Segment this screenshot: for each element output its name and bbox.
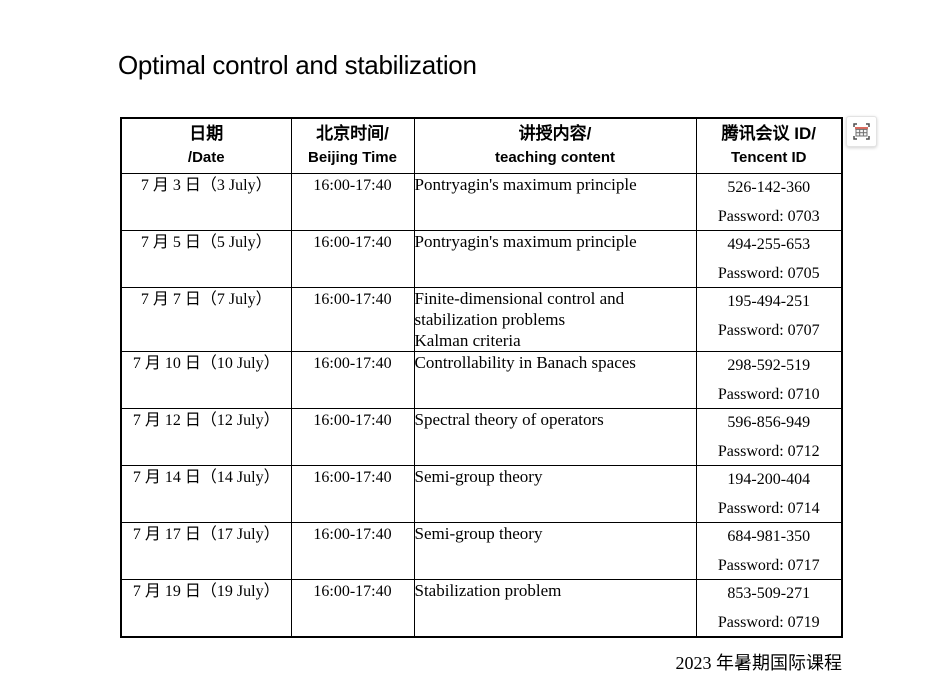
tencent-id-cell: 596-856-949 Password: 0712 bbox=[695, 407, 843, 466]
table-row: 7 月 19 日（19 July） 16:00-17:40 Stabilizat… bbox=[120, 578, 843, 637]
table-select-button[interactable] bbox=[846, 116, 877, 147]
page-title: Optimal control and stabilization bbox=[118, 50, 477, 80]
date-cell: 7 月 17 日（17 July） bbox=[120, 521, 292, 580]
schedule-table[interactable]: 日期 /Date 北京时间/ Beijing Time 讲授内容/ teachi… bbox=[120, 117, 843, 638]
content-cell: Pontryagin's maximum principle bbox=[413, 172, 697, 231]
table-row: 7 月 5 日（5 July） 16:00-17:40 Pontryagin's… bbox=[120, 229, 843, 288]
tencent-id-cell: 194-200-404 Password: 0714 bbox=[695, 464, 843, 523]
table-row: 7 月 17 日（17 July） 16:00-17:40 Semi-group… bbox=[120, 521, 843, 580]
tencent-id-cell: 494-255-653 Password: 0705 bbox=[695, 229, 843, 288]
table-select-icon bbox=[853, 123, 870, 140]
date-cell: 7 月 7 日（7 July） bbox=[120, 286, 292, 352]
col-header-content: 讲授内容/ teaching content bbox=[413, 117, 697, 174]
time-cell: 16:00-17:40 bbox=[290, 578, 415, 637]
meeting-password: Password: 0712 bbox=[717, 442, 820, 460]
meeting-id: 494-255-653 bbox=[727, 235, 811, 253]
col-header-tencent-id-en: Tencent ID bbox=[730, 149, 807, 167]
table-row: 7 月 3 日（3 July） 16:00-17:40 Pontryagin's… bbox=[120, 172, 843, 231]
content-cell: Pontryagin's maximum principle bbox=[413, 229, 697, 288]
meeting-id: 526-142-360 bbox=[727, 178, 811, 196]
meeting-id: 684-981-350 bbox=[727, 527, 811, 545]
time-cell: 16:00-17:40 bbox=[290, 350, 415, 409]
meeting-password: Password: 0717 bbox=[717, 556, 820, 574]
meeting-id: 853-509-271 bbox=[727, 584, 811, 602]
content-cell: Finite-dimensional control and stabiliza… bbox=[413, 286, 697, 352]
meeting-password: Password: 0705 bbox=[717, 264, 820, 282]
table-row: 7 月 12 日（12 July） 16:00-17:40 Spectral t… bbox=[120, 407, 843, 466]
time-cell: 16:00-17:40 bbox=[290, 521, 415, 580]
time-cell: 16:00-17:40 bbox=[290, 286, 415, 352]
tencent-id-cell: 298-592-519 Password: 0710 bbox=[695, 350, 843, 409]
content-cell: Stabilization problem bbox=[413, 578, 697, 637]
meeting-id: 194-200-404 bbox=[727, 470, 811, 488]
meeting-password: Password: 0710 bbox=[717, 385, 820, 403]
date-cell: 7 月 3 日（3 July） bbox=[120, 172, 292, 231]
tencent-id-cell: 195-494-251 Password: 0707 bbox=[695, 286, 843, 352]
time-cell: 16:00-17:40 bbox=[290, 229, 415, 288]
header-row: 日期 /Date 北京时间/ Beijing Time 讲授内容/ teachi… bbox=[120, 117, 843, 174]
meeting-id: 195-494-251 bbox=[727, 292, 811, 310]
col-header-time-zh: 北京时间/ bbox=[316, 124, 389, 144]
col-header-date-zh: 日期 bbox=[189, 124, 224, 144]
col-header-content-en: teaching content bbox=[494, 149, 615, 167]
date-cell: 7 月 14 日（14 July） bbox=[120, 464, 292, 523]
tencent-id-cell: 684-981-350 Password: 0717 bbox=[695, 521, 843, 580]
col-header-tencent-id-zh: 腾讯会议 ID/ bbox=[721, 124, 816, 144]
meeting-password: Password: 0703 bbox=[717, 207, 820, 225]
table-row: 7 月 7 日（7 July） 16:00-17:40 Finite-dimen… bbox=[120, 286, 843, 352]
col-header-content-zh: 讲授内容/ bbox=[518, 124, 592, 144]
meeting-password: Password: 0714 bbox=[717, 499, 820, 517]
meeting-id: 596-856-949 bbox=[727, 413, 811, 431]
col-header-tencent-id: 腾讯会议 ID/ Tencent ID bbox=[695, 117, 843, 174]
content-cell: Controllability in Banach spaces bbox=[413, 350, 697, 409]
col-header-date: 日期 /Date bbox=[120, 117, 292, 174]
content-cell: Semi-group theory bbox=[413, 464, 697, 523]
col-header-date-en: /Date bbox=[187, 149, 225, 167]
col-header-time: 北京时间/ Beijing Time bbox=[290, 117, 415, 174]
content-cell: Semi-group theory bbox=[413, 521, 697, 580]
time-cell: 16:00-17:40 bbox=[290, 407, 415, 466]
meeting-id: 298-592-519 bbox=[727, 356, 811, 374]
tencent-id-cell: 853-509-271 Password: 0719 bbox=[695, 578, 843, 637]
table-row: 7 月 14 日（14 July） 16:00-17:40 Semi-group… bbox=[120, 464, 843, 523]
table-row: 7 月 10 日（10 July） 16:00-17:40 Controllab… bbox=[120, 350, 843, 409]
meeting-password: Password: 0707 bbox=[717, 321, 820, 339]
meeting-password: Password: 0719 bbox=[717, 613, 820, 631]
time-cell: 16:00-17:40 bbox=[290, 464, 415, 523]
content-cell: Spectral theory of operators bbox=[413, 407, 697, 466]
time-cell: 16:00-17:40 bbox=[290, 172, 415, 231]
col-header-time-en: Beijing Time bbox=[308, 149, 397, 167]
date-cell: 7 月 5 日（5 July） bbox=[120, 229, 292, 288]
date-cell: 7 月 12 日（12 July） bbox=[120, 407, 292, 466]
date-cell: 7 月 10 日（10 July） bbox=[120, 350, 292, 409]
tencent-id-cell: 526-142-360 Password: 0703 bbox=[695, 172, 843, 231]
footer-text: 2023 年暑期国际课程 bbox=[675, 653, 843, 673]
date-cell: 7 月 19 日（19 July） bbox=[120, 578, 292, 637]
